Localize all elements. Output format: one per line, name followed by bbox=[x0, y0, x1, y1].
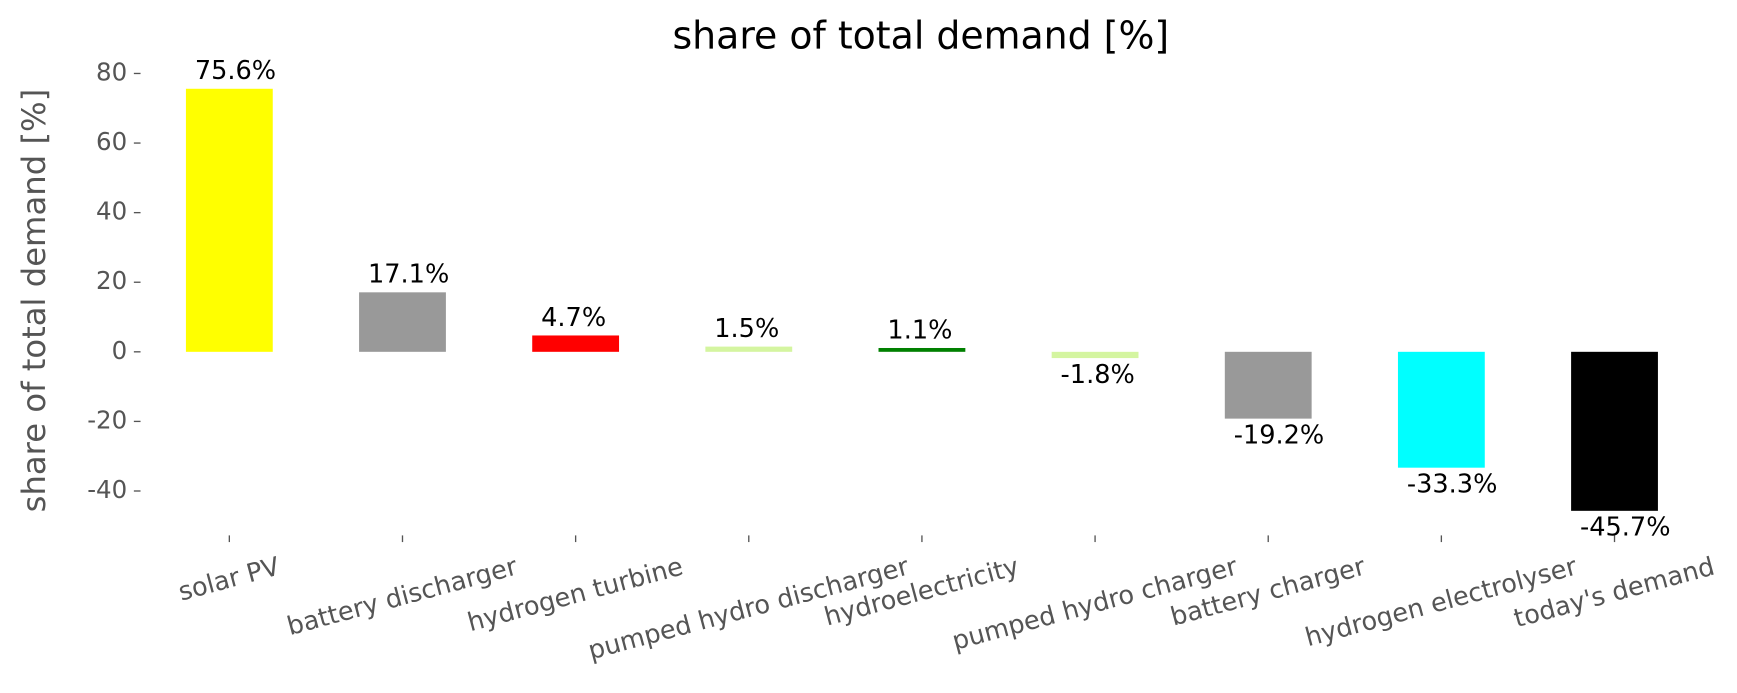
value-label: 75.6% bbox=[195, 56, 276, 86]
x-tick-label: solar PV bbox=[175, 552, 283, 608]
y-tick-label: 80 bbox=[96, 57, 127, 86]
bar bbox=[1397, 351, 1485, 468]
y-tick-label: -20 bbox=[87, 405, 127, 434]
bar bbox=[185, 88, 273, 352]
value-label: 17.1% bbox=[368, 260, 449, 290]
value-label: 4.7% bbox=[541, 303, 606, 333]
value-label: -1.8% bbox=[1061, 360, 1135, 390]
bar bbox=[705, 346, 793, 352]
value-label: -19.2% bbox=[1234, 420, 1325, 450]
bar bbox=[1571, 351, 1658, 511]
value-label: 1.1% bbox=[887, 315, 952, 345]
chart-title: share of total demand [%] bbox=[672, 13, 1169, 57]
bar bbox=[1051, 351, 1139, 359]
bar bbox=[878, 347, 966, 352]
value-label: 1.5% bbox=[714, 314, 779, 344]
y-tick-label: -40 bbox=[87, 475, 127, 504]
value-label: -45.7% bbox=[1580, 513, 1671, 543]
bar bbox=[1224, 351, 1312, 419]
y-axis-label: share of total demand [%] bbox=[15, 89, 53, 513]
bar bbox=[359, 292, 446, 352]
bar bbox=[532, 335, 620, 352]
y-tick-label: 20 bbox=[96, 266, 127, 295]
y-tick-label: 60 bbox=[96, 127, 127, 156]
value-label: -33.3% bbox=[1407, 469, 1498, 499]
y-tick-label: 40 bbox=[96, 197, 127, 226]
y-tick-label: 0 bbox=[112, 336, 128, 365]
